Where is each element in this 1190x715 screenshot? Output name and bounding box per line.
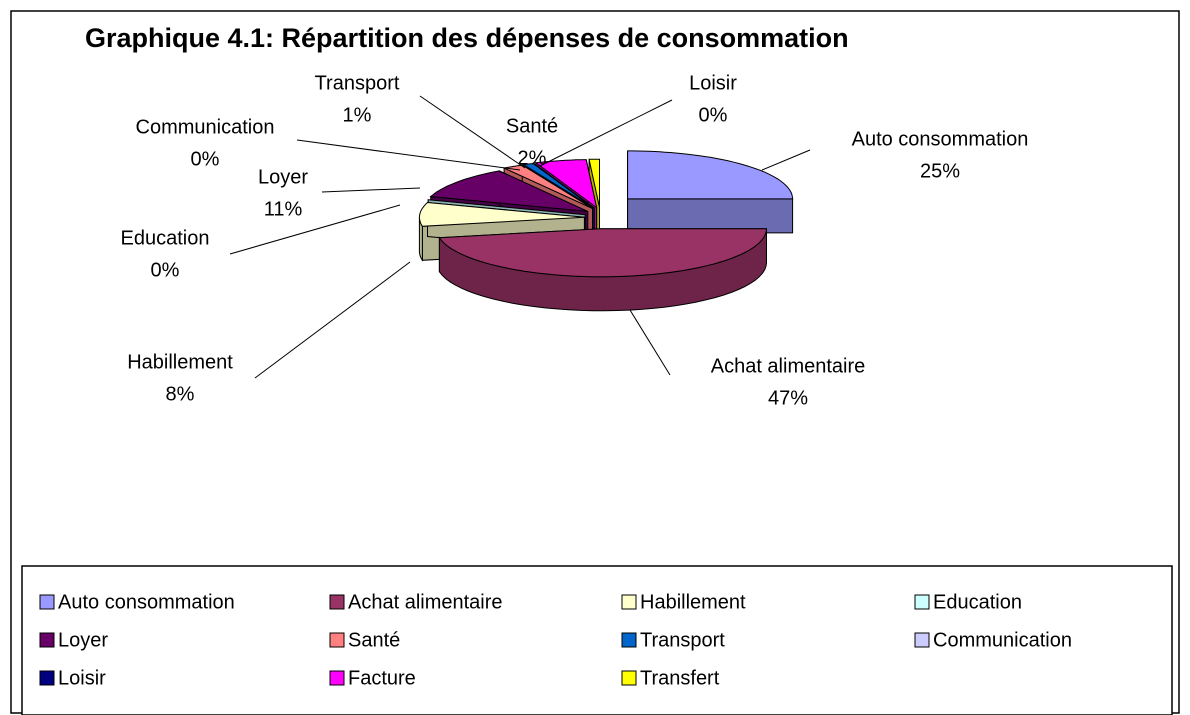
slice-top — [429, 170, 588, 212]
legend-label: Loisir — [58, 667, 106, 689]
legend-label: Achat alimentaire — [348, 591, 503, 613]
data-label-name: Transport — [315, 72, 400, 94]
data-label-name: Achat alimentaire — [711, 355, 866, 377]
legend-box — [21, 565, 1173, 715]
slice-top — [438, 228, 768, 278]
slice — [438, 228, 768, 312]
slice-top — [627, 150, 794, 200]
legend-swatch — [621, 594, 637, 610]
slice-top — [534, 159, 598, 209]
legend-label: Auto consommation — [58, 591, 235, 613]
leader-line — [539, 99, 673, 167]
legend-swatch — [329, 594, 345, 610]
legend-label: Santé — [348, 629, 400, 651]
legend-swatch — [621, 670, 637, 686]
leader-line — [229, 204, 401, 255]
legend-swatch — [39, 632, 55, 648]
legend-label: Communication — [933, 629, 1072, 651]
data-label-value: 0% — [151, 259, 180, 281]
legend-swatch — [39, 670, 55, 686]
leader-line — [254, 261, 411, 379]
legend-label: Education — [933, 591, 1022, 613]
legend-label: Loyer — [58, 629, 108, 651]
legend-label: Transport — [640, 629, 725, 651]
slice — [627, 150, 794, 234]
legend-swatch — [621, 632, 637, 648]
slice-top — [418, 201, 585, 227]
data-label-name: Auto consommation — [852, 128, 1029, 150]
data-label-name: Communication — [136, 116, 275, 138]
data-label-name: Loisir — [689, 72, 737, 94]
leader-line — [296, 139, 521, 171]
data-label-name: Habillement — [127, 351, 233, 373]
data-label-value: 1% — [343, 104, 372, 126]
legend-swatch — [914, 632, 930, 648]
legend-swatch — [329, 670, 345, 686]
data-label-value: 0% — [699, 104, 728, 126]
slice-top — [522, 162, 595, 209]
data-label-name: Loyer — [258, 166, 308, 188]
slice-face — [627, 198, 794, 234]
legend-swatch — [39, 594, 55, 610]
legend-label: Transfert — [640, 667, 720, 689]
data-label-value: 47% — [768, 387, 808, 409]
data-label-value: 0% — [191, 148, 220, 170]
data-label-value: 11% — [264, 198, 303, 220]
legend-swatch — [914, 594, 930, 610]
legend-label: Habillement — [640, 591, 746, 613]
legend-label: Facture — [348, 667, 416, 689]
leader-line — [419, 95, 526, 169]
chart-title: Graphique 4.1: Répartition des dépenses … — [85, 23, 849, 53]
leader-line — [321, 187, 421, 193]
leader-line — [629, 309, 671, 376]
slice-top — [588, 158, 600, 208]
data-label-value: 25% — [920, 160, 960, 182]
data-label-value: 2% — [518, 147, 547, 169]
data-label-value: 8% — [166, 383, 195, 405]
leader-line — [761, 149, 811, 171]
data-label-name: Education — [121, 227, 210, 249]
data-label-name: Santé — [506, 115, 558, 137]
legend-swatch — [329, 632, 345, 648]
